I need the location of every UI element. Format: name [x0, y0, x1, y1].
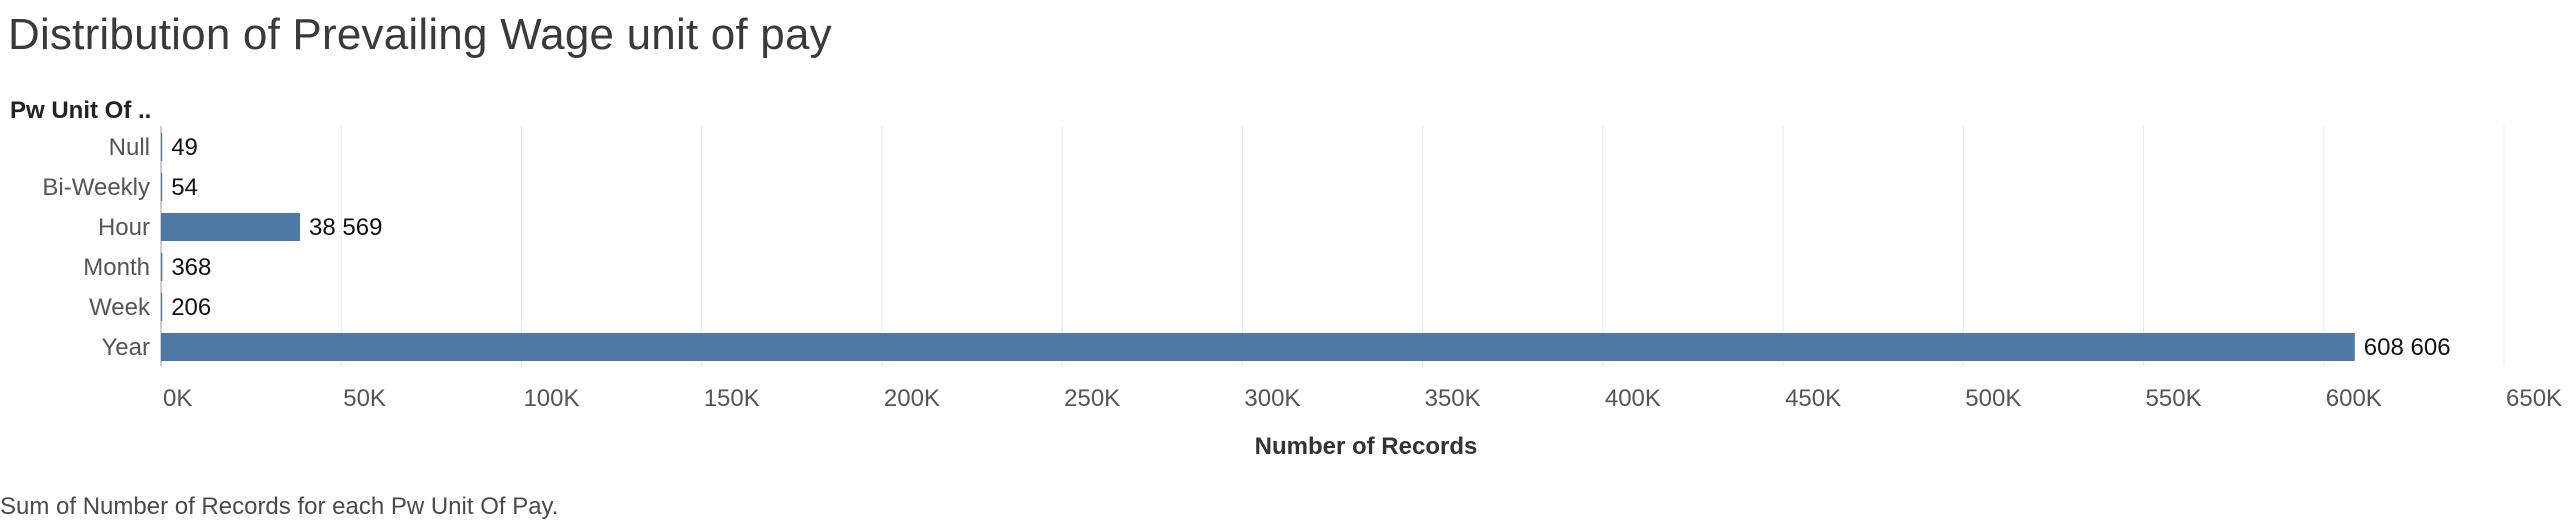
- bars: [161, 133, 2355, 361]
- value-label: 54: [171, 174, 198, 201]
- x-tick-label: 350K: [1425, 385, 1481, 412]
- value-label: 49: [171, 134, 198, 161]
- x-axis-title: Number of Records: [1255, 433, 1478, 460]
- x-tick-label: 250K: [1064, 385, 1120, 412]
- x-tick-label: 300K: [1244, 385, 1300, 412]
- x-tick-label: 200K: [884, 385, 940, 412]
- chart-caption: Sum of Number of Records for each Pw Uni…: [0, 493, 559, 520]
- x-tick-label: 600K: [2326, 385, 2382, 412]
- bar-month[interactable]: [161, 253, 163, 281]
- x-tick-label: 650K: [2506, 385, 2562, 412]
- bar-bi-weekly[interactable]: [161, 173, 163, 201]
- bar-week[interactable]: [161, 293, 163, 321]
- x-tick-label: 500K: [1965, 385, 2021, 412]
- x-tick-label: 0K: [163, 385, 192, 412]
- bar-hour[interactable]: [161, 213, 301, 241]
- x-tick-label: 450K: [1785, 385, 1841, 412]
- value-label: 206: [171, 294, 211, 321]
- value-label: 38 569: [309, 214, 382, 241]
- value-labels: 49 54 38 569 368 206 608 606: [171, 134, 2450, 361]
- value-label: 368: [171, 254, 211, 281]
- gridlines: [160, 126, 2505, 366]
- row-label: Week: [89, 294, 151, 321]
- x-axis-tick-labels: 0K 50K 100K 150K 200K 250K 300K 350K 400K 450K 500…: [163, 385, 2562, 412]
- x-tick-label: 50K: [343, 385, 386, 412]
- row-label: Year: [102, 334, 151, 361]
- row-header: Pw Unit Of ..: [10, 97, 151, 124]
- bar-year[interactable]: [161, 333, 2355, 361]
- row-label: Bi-Weekly: [42, 174, 150, 201]
- x-tick-label: 150K: [704, 385, 760, 412]
- row-labels: Null Bi-Weekly Hour Month Week Year: [42, 134, 151, 361]
- row-label: Month: [83, 254, 150, 281]
- chart-title: Distribution of Prevailing Wage unit of …: [8, 10, 832, 59]
- x-tick-label: 400K: [1605, 385, 1661, 412]
- x-tick-label: 550K: [2146, 385, 2202, 412]
- bar-null[interactable]: [161, 133, 163, 161]
- value-label: 608 606: [2364, 334, 2451, 361]
- row-label: Null: [109, 134, 150, 161]
- row-label: Hour: [98, 214, 150, 241]
- x-tick-label: 100K: [523, 385, 579, 412]
